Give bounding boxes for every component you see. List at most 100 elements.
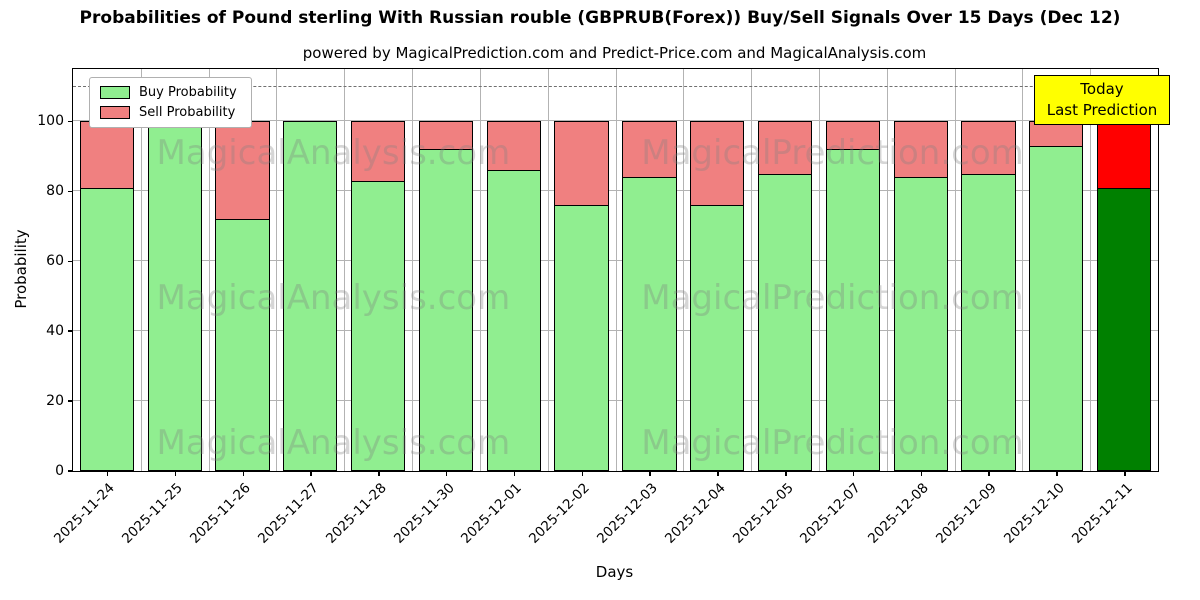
buy-bar-segment <box>554 205 609 471</box>
x-tick-label: 2025-11-27 <box>254 480 322 547</box>
sell-bar-segment <box>690 121 745 207</box>
chart-title: Probabilities of Pound sterling With Rus… <box>79 8 1121 28</box>
x-gridline <box>886 69 888 471</box>
x-tick-mark <box>106 471 109 476</box>
x-gridline <box>954 69 956 471</box>
buy-bar-segment <box>79 187 135 471</box>
today-annotation-line1: Today <box>1080 80 1124 98</box>
x-tick-label: 2025-12-03 <box>593 480 661 547</box>
buy-bar-segment <box>486 170 541 471</box>
x-tick-label: 2025-11-30 <box>390 480 458 547</box>
x-gridline <box>818 69 820 471</box>
legend-swatch-buy <box>100 86 130 99</box>
buy-bar-segment <box>622 177 677 471</box>
x-tick-label: 2025-12-10 <box>1000 480 1068 547</box>
x-tick-mark <box>649 471 651 476</box>
buy-bar-segment <box>825 149 880 471</box>
y-tick-mark <box>68 120 73 123</box>
x-gridline <box>751 69 753 471</box>
x-tick-mark <box>445 471 448 476</box>
sell-bar-segment <box>79 121 135 189</box>
x-tick-mark <box>581 471 584 476</box>
x-tick-mark <box>242 471 245 476</box>
x-tick-label: 2025-11-26 <box>187 480 254 547</box>
y-tick-label: 0 <box>55 463 64 479</box>
x-gridline <box>547 69 549 471</box>
buy-bar-segment <box>215 219 270 471</box>
upper-dashed-line <box>73 86 1158 88</box>
buy-bar-segment <box>893 177 948 471</box>
x-gridline <box>208 69 210 471</box>
sell-bar-segment <box>351 121 406 182</box>
today-annotation: Today Last Prediction <box>1034 75 1170 125</box>
x-gridline <box>1090 69 1092 471</box>
y-tick-label: 40 <box>46 323 64 340</box>
x-tick-label: 2025-12-01 <box>458 480 526 547</box>
x-tick-label: 2025-12-05 <box>729 480 797 547</box>
y-tick-mark <box>68 330 73 332</box>
x-tick-label: 2025-12-02 <box>526 480 593 547</box>
y-tick-mark <box>68 190 73 193</box>
sell-bar-segment <box>893 121 948 179</box>
sell-bar-segment <box>215 121 270 221</box>
buy-bar-segment <box>1029 145 1084 471</box>
x-tick-label: 2025-12-09 <box>932 480 1000 547</box>
x-tick-label: 2025-12-11 <box>1068 480 1136 547</box>
y-tick-label: 80 <box>46 183 64 200</box>
x-gridline <box>1022 69 1024 471</box>
x-gridline <box>615 69 617 471</box>
x-tick-mark <box>1056 471 1058 476</box>
today-annotation-line2: Last Prediction <box>1046 101 1158 119</box>
y-tick-mark <box>68 260 73 263</box>
x-tick-label: 2025-12-04 <box>661 480 729 547</box>
sell-bar-segment <box>1096 121 1152 189</box>
legend-swatch-sell <box>100 106 130 119</box>
sell-bar-segment <box>554 121 609 207</box>
x-tick-label: 2025-11-28 <box>322 480 390 547</box>
x-tick-mark <box>378 471 380 476</box>
x-gridline <box>412 69 414 471</box>
x-tick-label: 2025-11-25 <box>119 480 187 547</box>
x-gridline <box>479 69 481 471</box>
sell-bar-segment <box>825 121 880 151</box>
x-tick-label: 2025-12-07 <box>797 480 865 547</box>
x-tick-mark <box>513 471 516 476</box>
buy-bar-segment <box>283 121 338 471</box>
x-tick-label: 2025-11-24 <box>51 480 119 547</box>
y-tick-label: 60 <box>46 253 64 270</box>
sell-bar-segment <box>622 121 677 179</box>
x-tick-mark <box>920 471 923 476</box>
buy-bar-segment <box>757 173 813 471</box>
buy-bar-segment <box>351 180 406 471</box>
sell-bar-segment <box>961 121 1016 175</box>
x-gridline <box>140 69 142 471</box>
x-tick-mark <box>988 471 990 476</box>
x-tick-mark <box>1124 471 1126 476</box>
chart-subtitle: powered by MagicalPrediction.com and Pre… <box>302 44 927 62</box>
x-gridline <box>344 69 346 471</box>
x-tick-mark <box>174 471 177 476</box>
buy-bar-segment <box>418 149 474 471</box>
legend-label-sell: Sell Probability <box>139 105 236 120</box>
legend-item-sell: Sell Probability <box>100 106 237 119</box>
y-tick-mark <box>68 470 73 472</box>
sell-bar-segment <box>418 121 474 151</box>
x-gridline <box>683 69 685 471</box>
x-tick-mark <box>852 471 855 476</box>
x-tick-mark <box>717 471 719 476</box>
sell-bar-segment <box>757 121 813 175</box>
y-tick-label: 20 <box>46 393 64 410</box>
x-gridline <box>276 69 278 471</box>
x-tick-mark <box>310 471 312 476</box>
y-tick-mark <box>68 400 73 402</box>
sell-bar-segment <box>1029 121 1084 147</box>
legend-label-buy: Buy Probability <box>139 85 237 100</box>
x-tick-mark <box>785 471 787 476</box>
legend-item-buy: Buy Probability <box>100 86 237 99</box>
sell-bar-segment <box>486 121 541 172</box>
x-tick-label: 2025-12-08 <box>865 480 932 547</box>
buy-bar-segment <box>690 205 745 471</box>
y-tick-label: 100 <box>37 113 64 130</box>
buy-bar-segment <box>1096 187 1152 471</box>
x-axis-label: Days <box>595 563 634 581</box>
